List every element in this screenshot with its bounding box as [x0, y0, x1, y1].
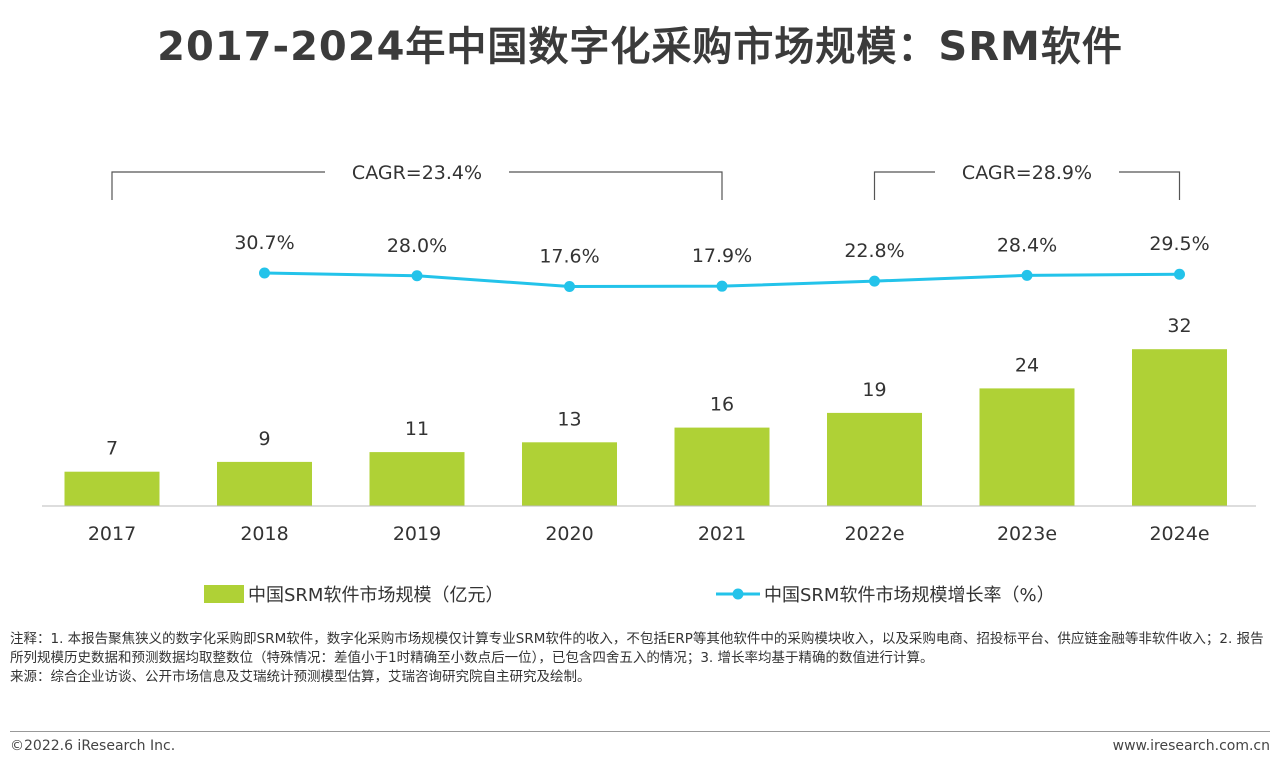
- bar-value-label: 9: [258, 428, 270, 450]
- bar-value-label: 24: [1015, 354, 1039, 376]
- growth-value-label: 17.6%: [539, 245, 599, 267]
- growth-value-label: 30.7%: [234, 232, 294, 254]
- growth-point: [716, 280, 728, 292]
- bar: [674, 427, 770, 506]
- bar-value-label: 16: [710, 394, 734, 416]
- x-tick-label: 2018: [240, 523, 288, 545]
- growth-value-label: 28.4%: [997, 234, 1057, 256]
- bar: [1132, 349, 1227, 506]
- chart-canvas: CAGR=23.4% CAGR=28.9% 7 9 11 13 16 19 24 32 30.7…: [42, 162, 1256, 545]
- bar-value-label: 19: [862, 379, 886, 401]
- bar-value-label: 32: [1167, 315, 1191, 337]
- x-tick-label: 2017: [88, 523, 136, 545]
- x-tick-label: 2020: [545, 523, 593, 545]
- bar: [217, 461, 312, 506]
- x-tick-label: 2024e: [1149, 523, 1209, 545]
- x-axis-tick-labels: 2017 2018 2019 2020 2021 2022e 2023e 2024e: [88, 523, 1210, 545]
- cagr-label: CAGR=23.4%: [352, 162, 482, 184]
- legend-item-bar: 中国SRM软件市场规模（亿元）: [204, 580, 503, 608]
- legend-bar-label: 中国SRM软件市场规模（亿元）: [248, 585, 504, 606]
- page-title: 2017-2024年中国数字化采购市场规模：SRM软件: [157, 24, 1123, 70]
- bar: [64, 471, 160, 506]
- growth-value-label: 28.0%: [387, 235, 447, 257]
- bar: [522, 442, 617, 506]
- x-tick-label: 2022e: [844, 523, 904, 545]
- source-text: 来源：综合企业访谈、公开市场信息及艾瑞统计预测模型估算，艾瑞咨询研究院自主研究及…: [10, 669, 591, 685]
- copyright-text: ©2022.6 iResearch Inc.: [10, 738, 176, 754]
- legend-bar-swatch: [204, 585, 244, 603]
- bar: [827, 412, 922, 506]
- growth-value-label: 22.8%: [844, 240, 904, 262]
- growth-point: [411, 270, 423, 282]
- legend-line-label: 中国SRM软件市场规模增长率（%）: [764, 585, 1055, 606]
- bar: [369, 452, 465, 506]
- growth-point: [869, 275, 880, 287]
- cagr-brackets: CAGR=23.4% CAGR=28.9%: [111, 162, 1181, 200]
- bar-series: 7 9 11 13 16 19 24 32: [64, 315, 1227, 506]
- growth-value-label: 29.5%: [1149, 233, 1209, 255]
- cagr-bracket: [111, 171, 723, 200]
- growth-value-label: 17.9%: [692, 245, 752, 267]
- growth-point: [1021, 269, 1033, 281]
- x-tick-label: 2019: [393, 523, 441, 545]
- growth-point: [1174, 268, 1185, 280]
- notes-text: 注释：1. 本报告聚焦狭义的数字化采购即SRM软件，数字化采购市场规模仅计算专业…: [10, 631, 1264, 666]
- x-tick-label: 2023e: [997, 523, 1057, 545]
- legend-line-swatch: [716, 588, 760, 600]
- growth-point: [259, 267, 270, 279]
- website-text: www.iresearch.com.cn: [1112, 738, 1270, 754]
- x-tick-label: 2021: [698, 523, 746, 545]
- legend-item-line: 中国SRM软件市场规模增长率（%）: [716, 580, 1055, 608]
- footer-divider: [10, 731, 1270, 732]
- notes-block: 注释：1. 本报告聚焦狭义的数字化采购即SRM软件，数字化采购市场规模仅计算专业…: [10, 630, 1272, 687]
- bar-value-label: 11: [405, 418, 429, 440]
- growth-line-series: 30.7% 28.0% 17.6% 17.9% 22.8% 28.4% 29.5%: [234, 232, 1210, 292]
- cagr-bracket: [873, 171, 1181, 200]
- bar: [979, 388, 1075, 506]
- bar-value-label: 7: [106, 438, 118, 460]
- growth-point: [564, 280, 575, 292]
- cagr-label: CAGR=28.9%: [962, 162, 1092, 184]
- bar-value-label: 13: [557, 408, 581, 430]
